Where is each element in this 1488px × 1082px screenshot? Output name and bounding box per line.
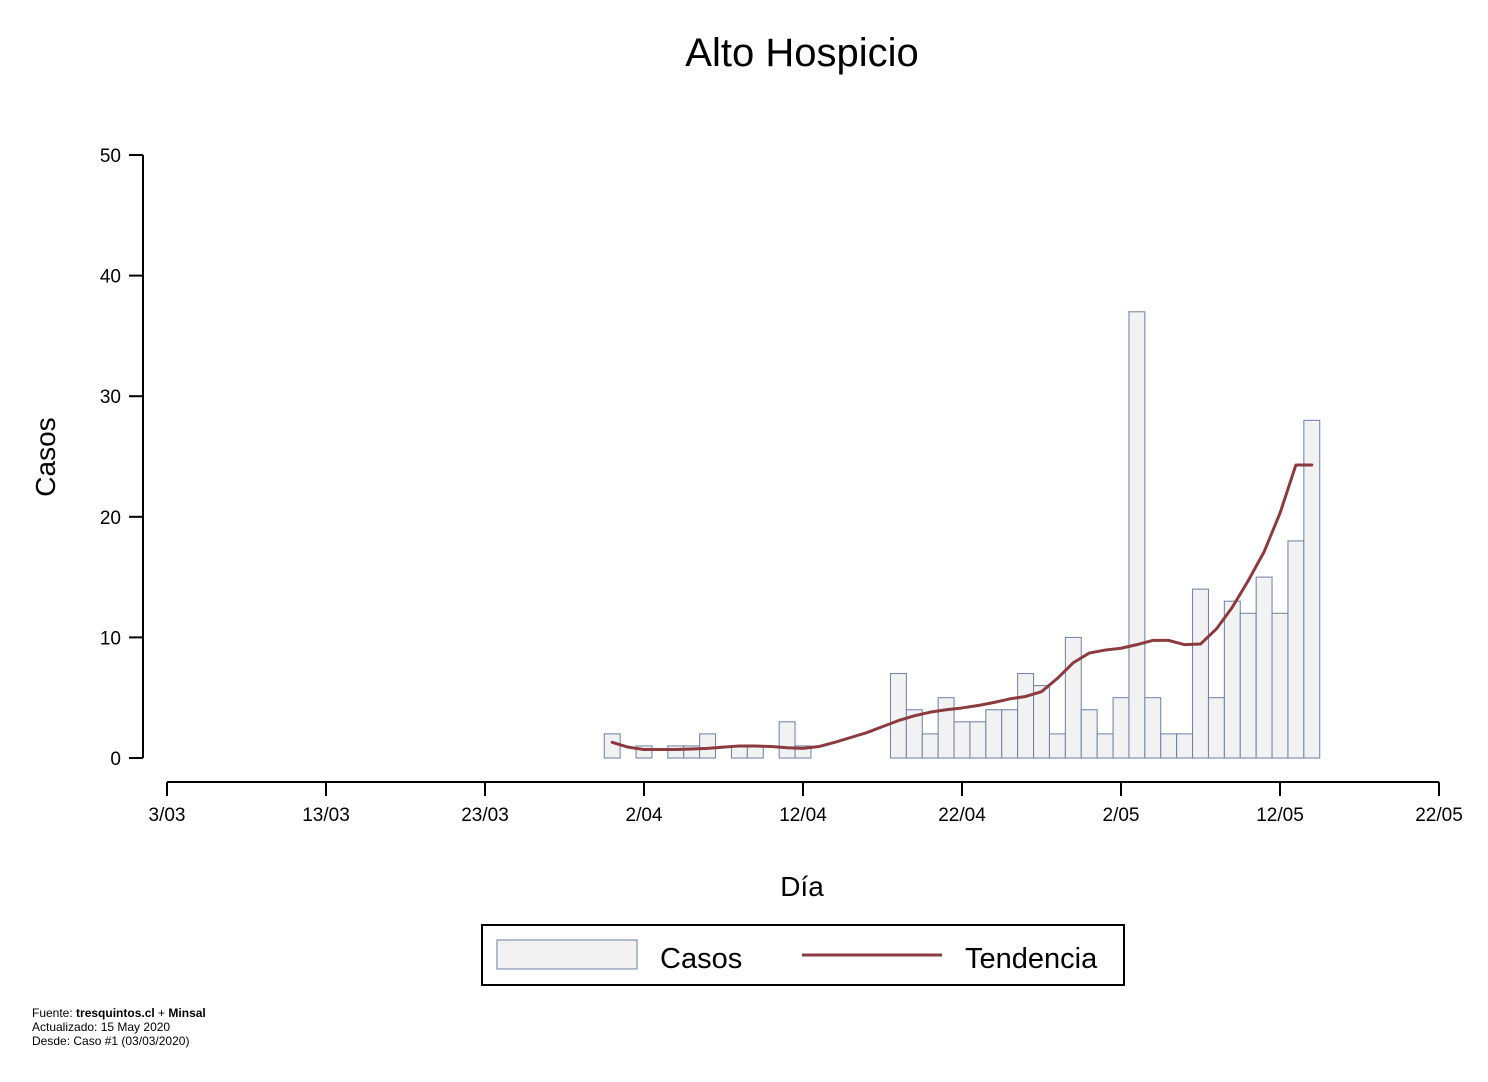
bar — [1128, 311, 1146, 759]
y-tick-label: 50 — [100, 146, 121, 167]
bar — [1017, 673, 1035, 759]
y-axis: 0 10 20 30 40 50 — [100, 146, 144, 770]
chart-title: Alto Hospicio — [685, 31, 918, 75]
x-tick-label: 13/03 — [302, 805, 350, 826]
bar — [1080, 709, 1098, 759]
bar — [1160, 733, 1178, 759]
bar — [969, 721, 987, 759]
footer-since: Desde: Caso #1 (03/03/2020) — [32, 1034, 190, 1048]
bar — [889, 673, 907, 759]
bar — [1207, 697, 1225, 759]
bar — [667, 745, 685, 759]
bar — [746, 745, 764, 759]
x-axis: 3/03 13/03 23/03 2/04 12/04 22/04 2/05 12/05 22/… — [149, 781, 1463, 826]
bar — [1048, 733, 1066, 759]
trend-line — [610, 463, 1314, 752]
x-tick-label: 12/04 — [779, 805, 827, 826]
bar — [953, 721, 971, 759]
x-tick-label: 3/03 — [149, 805, 186, 826]
bar — [1064, 636, 1082, 759]
y-tick-label: 10 — [100, 628, 121, 649]
footer-source: Fuente: tresquintos.cl + Minsal — [32, 1006, 206, 1020]
y-tick-label: 0 — [110, 749, 121, 770]
y-tick-label: 30 — [100, 387, 121, 408]
bar — [1255, 576, 1273, 759]
footer-source-site: tresquintos.cl — [76, 1006, 155, 1020]
footer-notes: Fuente: tresquintos.cl + Minsal Actualiz… — [32, 1006, 206, 1048]
bar — [1112, 697, 1130, 759]
legend-label-casos: Casos — [660, 943, 742, 975]
bar — [985, 709, 1003, 759]
bar — [1303, 419, 1321, 759]
bar — [1176, 733, 1194, 759]
bar — [1239, 612, 1257, 759]
bar — [603, 733, 621, 759]
legend: Casos Tendencia — [481, 924, 1125, 986]
y-tick-label: 20 — [100, 508, 121, 529]
bar — [1271, 612, 1289, 759]
line-series-tendencia — [610, 463, 1314, 752]
legend-label-tendencia: Tendencia — [965, 943, 1098, 975]
x-tick-label: 2/04 — [626, 805, 663, 826]
x-axis-label: Día — [780, 871, 824, 902]
bar — [1001, 709, 1019, 759]
y-tick-label: 40 — [100, 267, 121, 288]
bar-series-casos — [603, 311, 1321, 759]
bar — [1033, 685, 1050, 759]
bar — [1223, 600, 1241, 759]
x-tick-label: 22/05 — [1415, 805, 1463, 826]
x-tick-label: 12/05 — [1256, 805, 1304, 826]
x-tick-label: 23/03 — [461, 805, 509, 826]
bar — [921, 733, 939, 759]
x-tick-label: 22/04 — [938, 805, 986, 826]
legend-swatch-casos — [496, 939, 638, 970]
y-axis-label: Casos — [30, 417, 61, 496]
footer-updated: Actualizado: 15 May 2020 — [32, 1020, 171, 1034]
bar — [1144, 697, 1162, 759]
footer-source-agency: Minsal — [168, 1006, 206, 1020]
x-tick-label: 2/05 — [1103, 805, 1140, 826]
bar — [778, 721, 796, 759]
bar — [1287, 540, 1305, 759]
bar — [699, 733, 717, 759]
bar — [1096, 733, 1114, 759]
bar — [1192, 588, 1209, 759]
bar — [937, 697, 955, 759]
